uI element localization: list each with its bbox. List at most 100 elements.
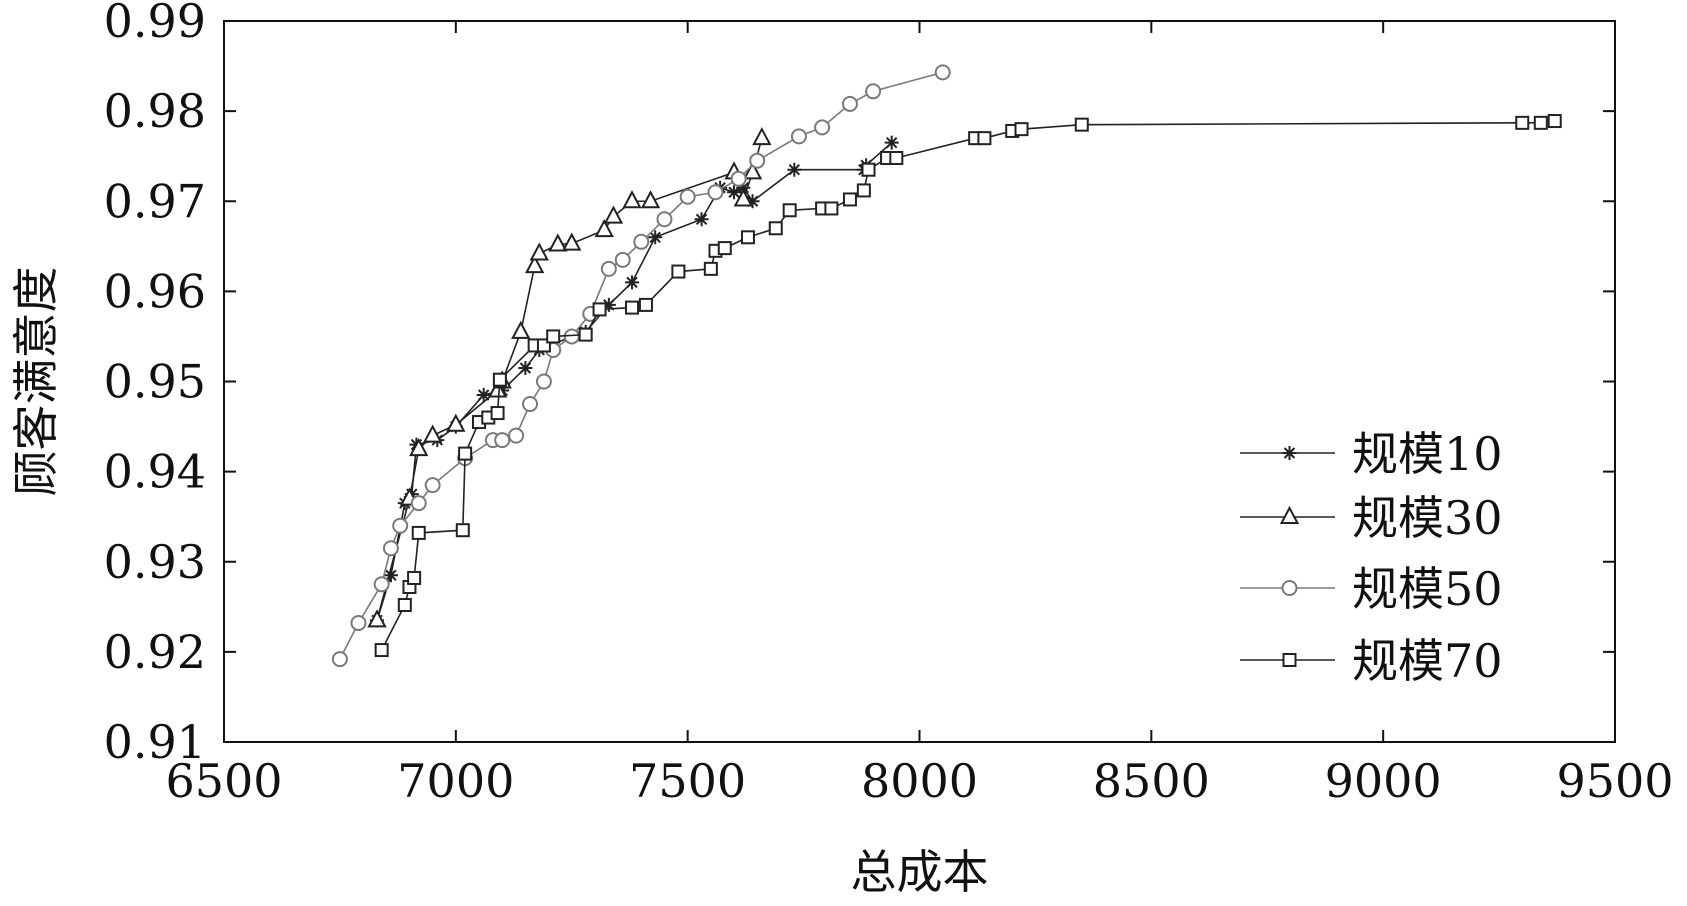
data-point (422, 424, 443, 443)
y-tick-label: 0.95 (104, 355, 206, 409)
y-tick-label: 0.97 (104, 174, 206, 228)
data-point (742, 161, 763, 180)
data-point (749, 152, 766, 169)
data-point (934, 64, 951, 81)
data-point (548, 233, 568, 252)
data-point (856, 183, 871, 198)
data-point (492, 372, 507, 387)
data-point (1533, 115, 1548, 130)
y-tick-label: 0.98 (104, 84, 206, 138)
data-point (487, 379, 508, 398)
data-point (373, 576, 390, 593)
data-point (727, 185, 742, 200)
data-point (671, 264, 686, 279)
data-point (490, 406, 505, 421)
x-tick-label: 8500 (1093, 754, 1210, 808)
data-point (703, 261, 718, 276)
legend-label: 规模70 (1352, 634, 1503, 688)
data-point (841, 95, 858, 112)
data-point (446, 413, 466, 432)
data-point (861, 162, 876, 177)
legend-label: 规模50 (1352, 562, 1503, 616)
data-point (679, 188, 696, 205)
y-tick-label: 0.92 (104, 625, 206, 679)
data-point (768, 221, 783, 236)
data-point (367, 609, 387, 628)
data-point (884, 135, 899, 150)
tick-marks (223, 20, 1616, 743)
data-point (382, 540, 399, 557)
data-point (494, 432, 511, 449)
data-point (740, 230, 755, 245)
data-point (522, 396, 539, 413)
data-point (374, 643, 389, 658)
data-point (745, 194, 760, 209)
legend-item: 规模70 (1240, 634, 1503, 688)
y-tick-label: 0.96 (104, 264, 206, 318)
data-point (392, 517, 409, 534)
series-square (374, 114, 1562, 658)
data-point (524, 255, 545, 274)
data-point (752, 127, 772, 146)
data-point (614, 251, 631, 268)
data-point (383, 568, 398, 583)
data-point (733, 188, 753, 207)
y-tick-label: 0.93 (104, 535, 206, 589)
data-point (790, 128, 807, 145)
data-point (603, 205, 624, 224)
data-point (535, 373, 552, 390)
data-point (633, 233, 650, 250)
x-tick-label: 7500 (629, 754, 746, 808)
data-point (600, 260, 617, 277)
data-point (656, 211, 673, 228)
data-point (842, 192, 857, 207)
data-point (518, 360, 533, 375)
x-tick-label: 6500 (165, 754, 282, 808)
legend-marker (1279, 505, 1300, 524)
legend-marker (1282, 446, 1297, 460)
series-line (376, 142, 893, 621)
y-axis-title: 顾客满意度 (9, 267, 63, 497)
x-axis-tick-labels: 6500 7000 7500 8000 8500 9000 9500 (165, 754, 1673, 808)
y-tick-label: 0.99 (104, 0, 206, 48)
data-point (508, 427, 525, 444)
series-line (339, 71, 943, 660)
legend-item: 规模50 (1240, 562, 1503, 616)
x-tick-label: 7000 (397, 754, 514, 808)
data-point (331, 651, 348, 668)
legend-item: 规模10 (1240, 427, 1503, 481)
data-point (397, 598, 412, 613)
data-point (594, 218, 614, 238)
x-tick-label: 8000 (861, 754, 978, 808)
y-tick-label: 0.91 (104, 715, 206, 769)
data-point (638, 297, 653, 312)
data-point (824, 201, 839, 216)
data-point (977, 131, 992, 146)
data-point (1547, 114, 1562, 129)
data-point (625, 275, 640, 290)
legend-marker (1282, 653, 1297, 667)
data-point (407, 570, 422, 585)
data-point (601, 297, 616, 312)
data-point (1014, 122, 1029, 137)
data-point (511, 320, 531, 339)
series-triangle (367, 127, 772, 628)
data-point (694, 212, 709, 227)
data-point (736, 180, 751, 195)
data-point (562, 232, 582, 251)
x-tick-label: 9500 (1556, 754, 1673, 808)
legend-label: 规模30 (1352, 491, 1503, 545)
data-point (578, 327, 593, 342)
data-point (782, 203, 797, 218)
data-point (865, 83, 882, 100)
y-tick-label: 0.94 (104, 445, 206, 499)
data-point (410, 495, 427, 512)
data-point (476, 388, 491, 403)
data-point (717, 241, 732, 256)
series-layer (331, 64, 1562, 668)
data-point (814, 119, 831, 136)
data-point (640, 190, 661, 209)
legend-item: 规模30 (1240, 491, 1503, 545)
